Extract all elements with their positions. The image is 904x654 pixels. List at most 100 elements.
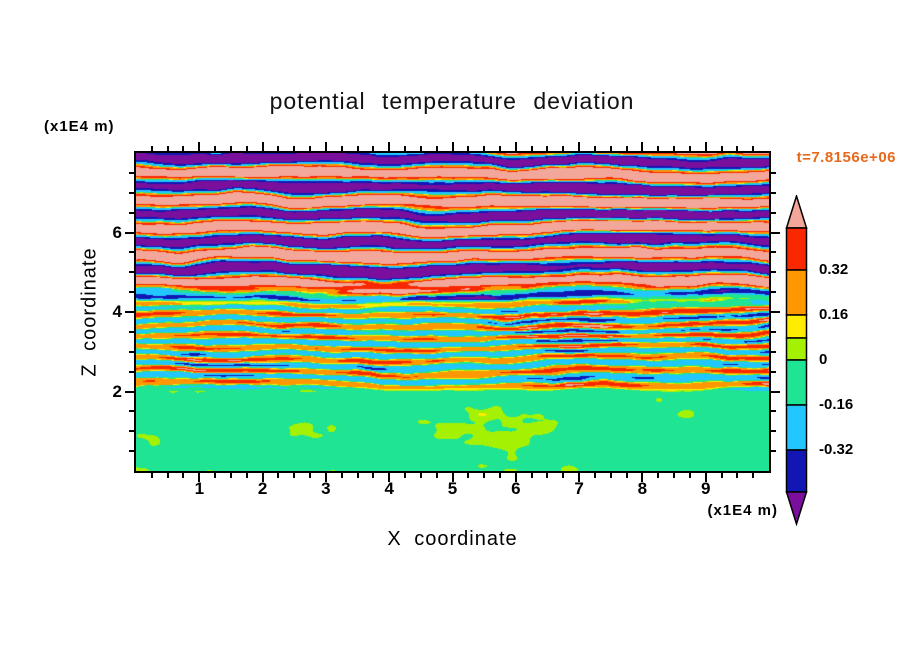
tick-mark [578,473,580,482]
tick-mark [771,291,776,293]
tick-mark [293,146,295,151]
tick-mark [657,473,659,478]
tick-mark [129,430,134,432]
tick-mark [372,473,374,478]
tick-mark [420,146,422,151]
colorbar-bar [785,195,808,527]
tick-mark [357,146,359,151]
tick-mark [483,146,485,151]
tick-mark [626,146,628,151]
tick-mark [771,430,776,432]
tick-mark [721,146,723,151]
tick-mark [125,311,134,313]
tick-mark [452,142,454,151]
x-tick-label: 2 [257,479,268,498]
z-tick-label: 2 [112,381,122,401]
tick-mark [594,146,596,151]
tick-mark [325,473,327,482]
tick-mark [129,212,134,214]
x-tick-label: 9 [700,479,711,498]
tick-mark [357,473,359,478]
tick-mark [404,473,406,478]
tick-mark [673,146,675,151]
tick-mark [388,142,390,151]
tick-mark [182,146,184,151]
tick-mark [721,473,723,478]
x-tick-label: 1 [194,479,205,498]
tick-mark [125,232,134,234]
tick-mark [182,473,184,478]
tick-mark [129,192,134,194]
tick-mark [771,271,776,273]
tick-mark [752,473,754,478]
tick-mark [420,473,422,478]
tick-mark [771,331,776,333]
tick-mark [467,146,469,151]
temperature-field-canvas [136,153,769,471]
tick-mark [546,473,548,478]
tick-mark [151,146,153,151]
tick-mark [277,146,279,151]
tick-mark [531,146,533,151]
colorbar-top-arrow [785,195,808,229]
tick-mark [752,146,754,151]
colorbar-bottom-arrow [785,491,808,527]
tick-mark [129,351,134,353]
tick-mark [309,146,311,151]
tick-mark [129,172,134,174]
colorbar-tick-label: 0.16 [819,306,849,323]
tick-mark [467,473,469,478]
tick-mark [129,251,134,253]
tick-mark [246,146,248,151]
tick-mark [771,351,776,353]
colorbar-cell [785,404,808,451]
x-tick-label: 3 [321,479,331,498]
tick-mark [657,146,659,151]
tick-mark [689,473,691,478]
tick-mark [372,146,374,151]
x-tick-label: 6 [511,479,521,498]
x-tick-label: 8 [637,479,648,498]
tick-mark [736,146,738,151]
tick-mark [771,251,776,253]
tick-mark [404,146,406,151]
x-tick-label: 5 [447,479,458,498]
tick-mark [771,410,776,412]
tick-mark [309,473,311,478]
colorbar-cell [785,449,808,493]
z-axis-unit-label: (x1E4 m) [44,118,115,135]
tick-mark [546,146,548,151]
tick-mark [689,146,691,151]
tick-mark [167,473,169,478]
colorbar-tick-label: -0.32 [819,441,854,458]
tick-mark [771,212,776,214]
colorbar-tick-label: 0 [819,351,828,368]
z-tick-label: 6 [112,222,122,242]
tick-mark [129,410,134,412]
page-title: potential temperature deviation [269,88,635,114]
tick-mark [230,473,232,478]
tick-mark [515,142,517,151]
tick-mark [262,473,264,482]
tick-mark [499,473,501,478]
tick-mark [771,311,780,313]
tick-mark [151,473,153,478]
tick-mark [610,473,612,478]
colorbar-tick-label: -0.16 [819,396,854,413]
tick-mark [198,473,200,482]
tick-mark [641,473,643,482]
tick-mark [771,391,780,393]
tick-mark [341,473,343,478]
time-label: t=7.8156e+06 [796,149,896,166]
x-axis-unit-label: (x1E4 m) [707,502,778,519]
tick-mark [515,473,517,482]
tick-mark [325,142,327,151]
tick-mark [771,192,776,194]
colorbar-cell [785,227,808,271]
tick-mark [167,146,169,151]
tick-mark [246,473,248,478]
tick-mark [129,450,134,452]
tick-mark [436,473,438,478]
tick-mark [129,291,134,293]
